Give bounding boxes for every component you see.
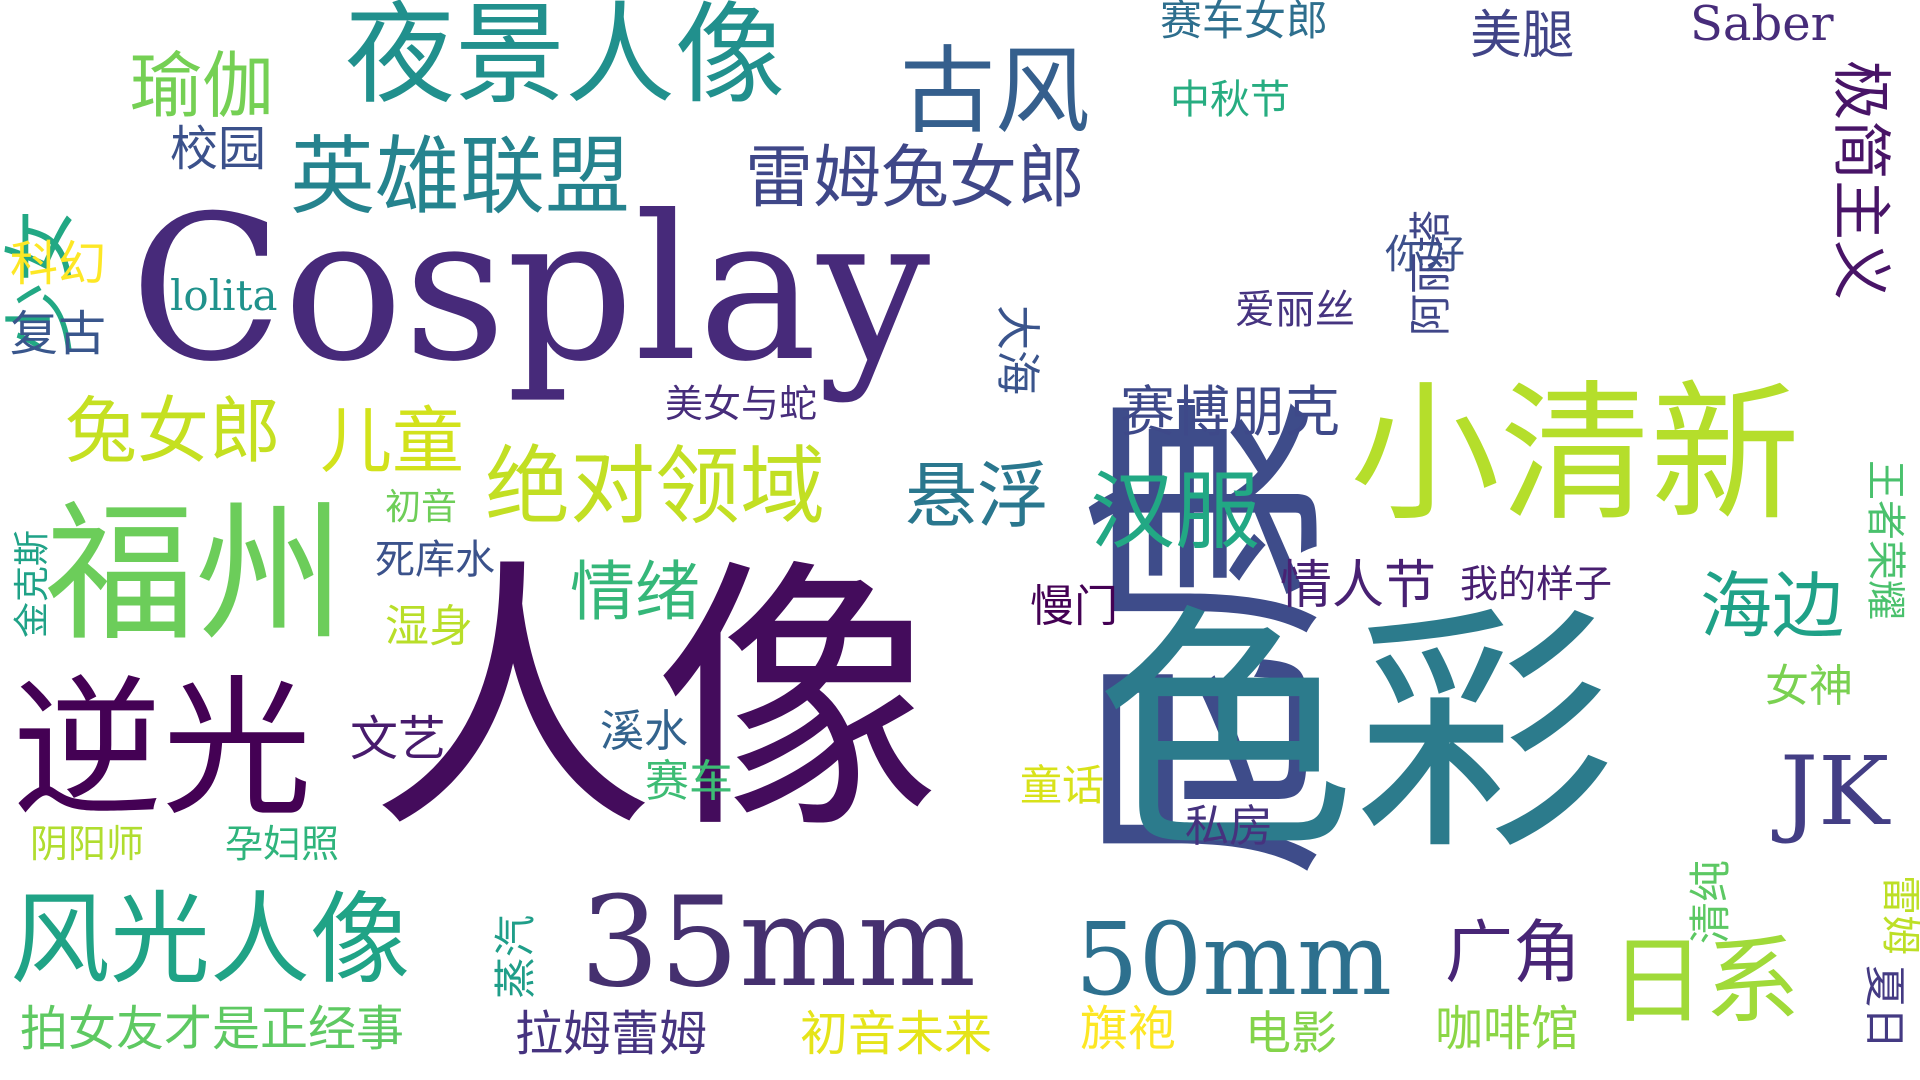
word-cloud-term: 中秋节 — [1170, 77, 1290, 123]
word-cloud-term: 私房 — [1185, 801, 1273, 852]
word-cloud-term: 清纯 — [1686, 859, 1735, 944]
word-cloud-term: 赛博朋克 — [1120, 380, 1341, 444]
word-cloud-term: 美腿 — [1470, 6, 1575, 66]
word-cloud-term: 拉姆蕾姆 — [515, 1006, 708, 1062]
word-cloud-term: Saber — [1690, 0, 1834, 52]
word-cloud-term: 情人节 — [1280, 556, 1437, 616]
word-cloud-term: 古风 — [900, 37, 1091, 147]
word-cloud-term: 爱丽丝 — [1235, 287, 1355, 333]
word-cloud-term: JK — [1780, 737, 1890, 847]
word-cloud-term: 你好 — [1385, 232, 1465, 278]
word-cloud-term: 科幻 — [10, 236, 107, 292]
word-cloud-term: 福州 — [45, 488, 346, 662]
word-cloud-term: 广角 — [1445, 914, 1582, 993]
word-cloud-term: 儿童 — [320, 399, 465, 483]
word-cloud-term: lolita — [170, 271, 278, 320]
word-cloud-term: 校园 — [170, 121, 267, 177]
word-cloud-term: Cosplay — [130, 173, 931, 406]
word-cloud-term: 湿身 — [385, 601, 473, 652]
word-cloud-term: 慢门 — [1030, 581, 1118, 632]
word-cloud-term: 我的样子 — [1460, 562, 1613, 606]
word-cloud-term: 拍女友才是正经事 — [20, 1001, 405, 1057]
word-cloud-term: 海边 — [1700, 564, 1845, 648]
word-cloud-term: 初音 — [385, 487, 458, 528]
word-cloud-term: 童话 — [1020, 761, 1105, 810]
word-cloud-term: 色彩 — [1095, 584, 1615, 886]
word-cloud-term: 50mm — [1075, 901, 1392, 1018]
word-cloud-term: 人像 — [370, 536, 940, 868]
word-cloud-term: 孕妇照 — [225, 822, 340, 866]
word-cloud-term: 雷姆 — [1877, 875, 1920, 955]
word-cloud-term: 风光人像 — [10, 881, 410, 998]
word-cloud-term: 绝对领域 — [485, 438, 826, 537]
word-cloud-term: 女神 — [1765, 661, 1853, 712]
word-cloud-term: 兔女郎 — [65, 389, 282, 473]
word-cloud-term: 王者荣耀 — [1862, 460, 1908, 620]
word-cloud-term: 悬浮 — [905, 454, 1050, 538]
word-cloud-term: 小清新 — [1350, 368, 1801, 542]
word-cloud-term: 死库水 — [375, 537, 495, 583]
word-cloud-term: 阴阳师 — [30, 822, 145, 866]
word-cloud-term: 瑜伽 — [130, 44, 275, 128]
word-cloud-term: 35mm — [580, 870, 977, 1015]
word-cloud-term: 文艺 — [350, 711, 447, 767]
word-cloud-term: 蒸汽 — [491, 914, 540, 999]
word-cloud-term: 溪水 — [600, 706, 688, 757]
word-cloud-term: 逆光 — [12, 663, 313, 837]
word-cloud-term: 英雄联盟 — [290, 128, 631, 227]
word-cloud-term: 旗袍 — [1080, 1001, 1177, 1057]
word-cloud-term: 金克斯 — [12, 529, 53, 638]
word-cloud-term: 极简主义 — [1825, 60, 1895, 300]
word-cloud-term: 情绪 — [570, 555, 701, 630]
word-cloud-term: 赛车 — [645, 756, 733, 807]
word-cloud-term: 雷姆兔女郎 — [745, 139, 1086, 218]
word-cloud-term: 大海 — [991, 305, 1044, 396]
word-cloud-term: 初音未来 — [800, 1006, 993, 1062]
word-cloud-term: 汉服 — [1090, 463, 1261, 562]
word-cloud-term: 夏日 — [1860, 965, 1909, 1050]
word-cloud-term: 夜景人像 — [345, 0, 785, 119]
word-cloud-term: 复古 — [10, 306, 107, 362]
word-cloud-term: 咖啡馆 — [1435, 1001, 1580, 1057]
word-cloud-term: 美女与蛇 — [665, 382, 818, 426]
word-cloud-term: 赛车女郎 — [1160, 0, 1329, 45]
word-cloud-term: 电影 — [1245, 1006, 1337, 1060]
word-cloud-term: 日系 — [1610, 927, 1801, 1037]
